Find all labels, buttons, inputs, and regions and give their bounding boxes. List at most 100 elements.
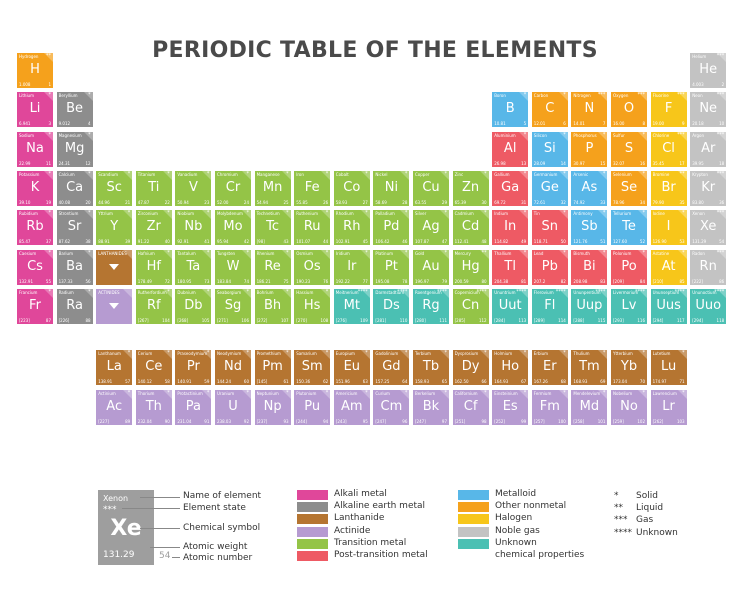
- element-name: Antimony: [573, 211, 593, 217]
- element-state: *: [444, 249, 448, 256]
- element-symbol: Fm: [539, 399, 560, 414]
- element-cell-c: Carbon * C 12.01 6: [531, 92, 568, 128]
- atomic-weight: [285]: [454, 317, 466, 323]
- corner-fold: [400, 390, 410, 399]
- element-state: *: [88, 210, 91, 217]
- atomic-weight: 92.91: [177, 239, 189, 245]
- element-name: Praseodymium: [177, 351, 208, 356]
- element-symbol: S: [624, 140, 634, 156]
- element-state: *: [642, 350, 646, 356]
- element-symbol: Y: [110, 219, 119, 235]
- element-name: Lutetium: [652, 351, 671, 356]
- element-state: *: [325, 390, 329, 396]
- atomic-number: 100: [558, 419, 566, 424]
- atomic-number: 67: [521, 379, 527, 384]
- legend-label: Metalloid: [495, 489, 537, 499]
- atomic-weight: 121.76: [573, 239, 588, 245]
- element-cell-y: Yttrium * Y 88.91 39: [96, 210, 133, 246]
- element-cell-cu: Copper * Cu 63.55 29: [413, 170, 449, 206]
- element-symbol: Co: [343, 179, 361, 195]
- element-symbol: Li: [29, 101, 41, 117]
- atomic-number: 39: [125, 239, 131, 245]
- element-symbol: Fe: [304, 179, 320, 195]
- element-cell-xe: Xenon *** Xe 131.29 54: [690, 210, 727, 246]
- corner-fold: [598, 350, 608, 359]
- element-name: Dysprosium: [454, 351, 479, 356]
- atomic-number: 89: [125, 419, 131, 424]
- element-cell-cn: Copernicium **** Cn [285] 112: [452, 288, 489, 324]
- element-cell-s: Sulfur * S 32.07 16: [611, 131, 647, 167]
- corner-fold: [83, 92, 93, 102]
- element-cell-ba: Barium * Ba 137.33 56: [56, 249, 93, 285]
- key-connector-line: [140, 497, 180, 498]
- corner-fold: [638, 390, 647, 399]
- corner-fold: [400, 170, 410, 180]
- corner-fold: [638, 170, 647, 180]
- element-name: Zinc: [454, 171, 464, 177]
- chevron-down-icon: [109, 302, 120, 309]
- corner-fold: [162, 350, 172, 359]
- element-state: *: [325, 170, 329, 177]
- element-symbol: Sr: [67, 219, 82, 235]
- element-name: Tin: [533, 211, 540, 217]
- element-cell-ag: Silver * Ag 107.87 47: [413, 210, 449, 246]
- atomic-number: 27: [362, 199, 368, 205]
- element-name: Rhodium: [335, 211, 354, 217]
- element-state: *: [365, 390, 368, 396]
- element-state: *: [286, 170, 289, 177]
- element-cell-yb: Ytterbium * Yb 173.04 70: [611, 350, 647, 385]
- element-cell-fr: Francium * Fr [223] 87: [17, 288, 53, 324]
- atomic-weight: 19.00: [652, 121, 665, 127]
- element-name: Thorium: [137, 391, 155, 396]
- corner-fold: [321, 390, 331, 399]
- element-state: *: [682, 390, 685, 396]
- element-name: Yttrium: [98, 211, 113, 217]
- corner-fold: [242, 249, 251, 259]
- element-name: Potassium: [19, 171, 40, 177]
- legend-label: Post-transition metal: [334, 550, 428, 560]
- element-name: Ruthenium: [296, 211, 318, 217]
- atomic-weight: [276]: [335, 317, 347, 323]
- element-name: Bromine: [652, 171, 670, 177]
- element-state: *: [48, 170, 52, 177]
- element-cell-mo: Molybdenum * Mo 95.94 42: [215, 210, 251, 246]
- atomic-weight: [289]: [533, 317, 545, 323]
- corner-fold: [360, 288, 370, 298]
- atomic-number: 2: [721, 82, 725, 87]
- element-name: Thulium: [573, 351, 590, 356]
- element-name: Xenon: [692, 211, 705, 217]
- element-state: *: [444, 350, 448, 356]
- element-state: *: [365, 210, 368, 217]
- state-mark: ***: [614, 515, 628, 526]
- element-state: **: [481, 249, 487, 256]
- element-cell-br: Bromine ** Br 79.90 35: [650, 170, 687, 206]
- atomic-number: 112: [478, 317, 487, 323]
- element-cell-rn: Radon *** Rn [222] 86: [690, 249, 727, 285]
- atomic-number: 81: [521, 278, 527, 284]
- corner-fold: [519, 350, 529, 359]
- element-cell-zn: Zinc * Zn 65.39 30: [452, 170, 489, 206]
- element-cell-mn: Manganese * Mn 54.94 25: [254, 170, 291, 206]
- legend-label: Noble gas: [495, 525, 540, 536]
- atomic-number: 31: [521, 199, 527, 205]
- atomic-number: 106: [241, 317, 249, 323]
- element-symbol: Os: [303, 258, 321, 274]
- atomic-number: 68: [560, 379, 566, 384]
- element-state: *: [682, 210, 685, 217]
- element-symbol: Ca: [66, 179, 84, 195]
- element-state: *: [523, 92, 527, 99]
- corner-fold: [83, 249, 93, 259]
- element-name: Tellurium: [613, 211, 632, 217]
- atomic-number: 83: [600, 278, 606, 284]
- atomic-number: 49: [521, 239, 527, 245]
- atomic-number: 96: [402, 419, 408, 424]
- atomic-weight: 39.10: [19, 199, 31, 205]
- atomic-number: 94: [323, 419, 329, 424]
- corner-fold: [677, 390, 687, 399]
- element-cell-ti: Titanium * Ti 47.87 22: [135, 170, 172, 206]
- atomic-number: 6: [563, 121, 566, 127]
- atomic-number: 20: [85, 199, 91, 205]
- element-state: *: [642, 249, 646, 256]
- atomic-number: 105: [201, 317, 210, 323]
- element-state: *: [246, 288, 250, 295]
